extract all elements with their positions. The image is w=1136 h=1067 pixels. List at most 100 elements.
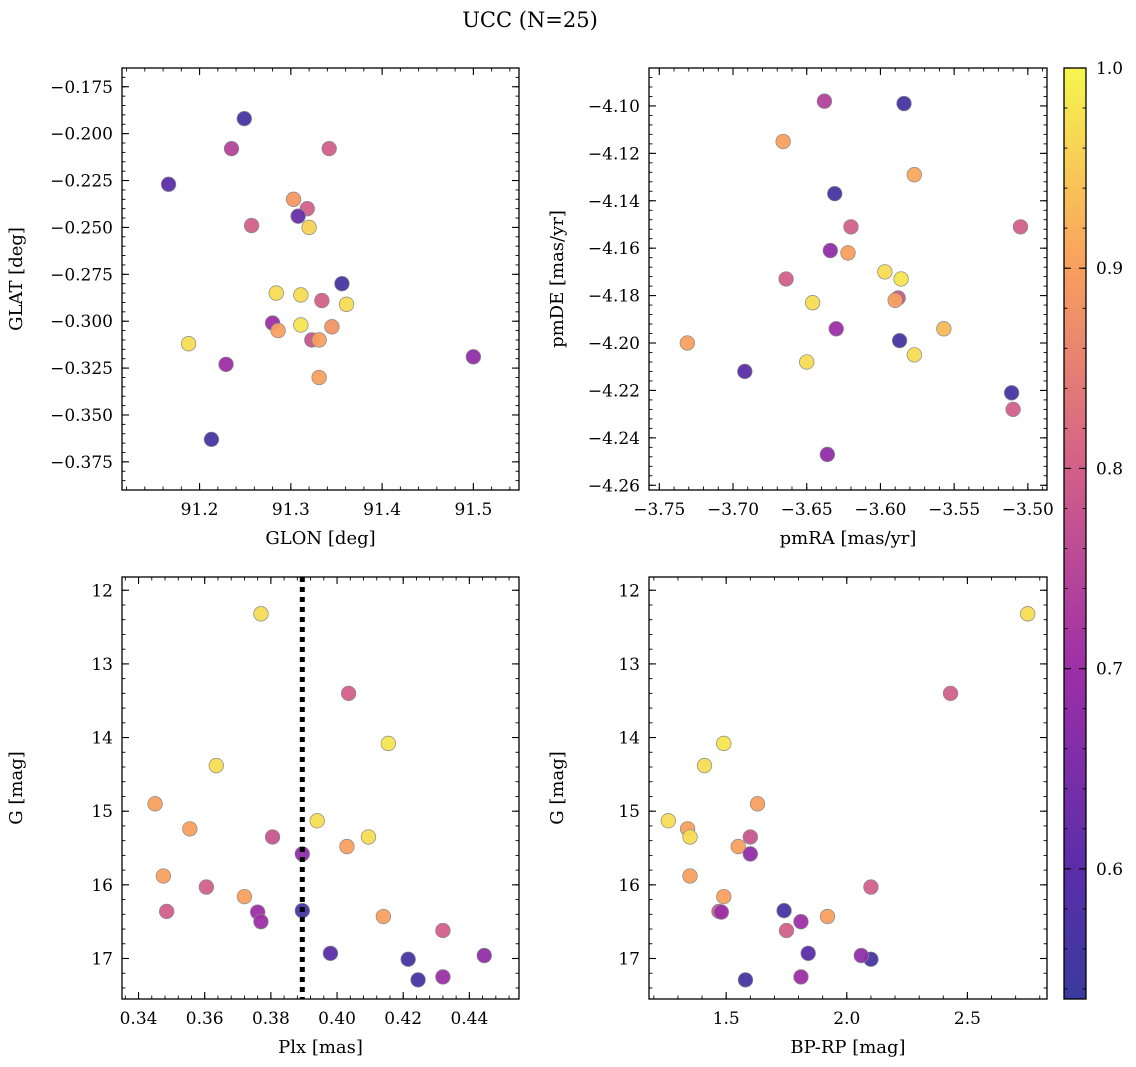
scatter-point bbox=[236, 110, 252, 127]
x-tick-label: −3.55 bbox=[928, 500, 980, 520]
scatter-point bbox=[340, 685, 357, 702]
x-tick-label: 0.44 bbox=[450, 1009, 488, 1029]
scatter-point bbox=[1005, 401, 1021, 418]
scatter-point bbox=[465, 349, 482, 365]
scatter-point bbox=[301, 219, 317, 236]
scatter-point bbox=[321, 140, 337, 157]
scatter-point bbox=[155, 868, 172, 884]
y-tick-label: −4.14 bbox=[588, 192, 640, 212]
axes-frame bbox=[648, 576, 1048, 1000]
y-tick-label: 12 bbox=[618, 581, 640, 601]
x-axis-label: BP-RP [mag] bbox=[790, 1037, 905, 1058]
scatter-point bbox=[198, 879, 215, 895]
axes-frame bbox=[648, 67, 1048, 491]
panel-1: 91.2 91.3 91.4 91.5 −0.175 −0.200 −0.225 −0.250… bbox=[6, 67, 520, 549]
y-tick-label: 15 bbox=[91, 802, 113, 822]
scatter-point bbox=[893, 271, 909, 287]
scatter-point bbox=[696, 757, 713, 774]
scatter-point bbox=[682, 868, 698, 884]
panel-3: 0.34 0.36 0.38 0.40 0.42 0.44 12 13 14 15 16 17 Plx … bbox=[6, 576, 520, 1058]
scatter-point bbox=[730, 838, 746, 855]
scatter-point bbox=[253, 914, 269, 930]
scatter-point bbox=[853, 947, 869, 964]
scatter-point bbox=[311, 332, 327, 348]
x-tick-label: 91.5 bbox=[454, 500, 492, 520]
x-tick-label: 91.2 bbox=[181, 500, 219, 520]
scatter-points bbox=[660, 606, 1036, 988]
scatter-point bbox=[828, 321, 844, 337]
x-axis-label: Plx [mas] bbox=[278, 1037, 363, 1058]
scatter-point bbox=[380, 735, 396, 752]
y-tick-label: −0.175 bbox=[50, 78, 113, 98]
figure-title: UCC (N=25) bbox=[462, 8, 598, 32]
x-axis-label: GLON [deg] bbox=[265, 528, 375, 549]
scatter-point bbox=[887, 292, 903, 308]
colorbar: 0.6 0.7 0.8 0.9 1.0 bbox=[1063, 59, 1123, 1000]
scatter-point bbox=[804, 295, 821, 311]
y-tick-label: −4.10 bbox=[588, 97, 640, 117]
scatter-point bbox=[285, 191, 302, 207]
x-tick-label: 2.0 bbox=[833, 1009, 860, 1029]
x-tick-label: 91.4 bbox=[363, 500, 401, 520]
scatter-point bbox=[270, 322, 286, 339]
x-tick-label: −3.70 bbox=[707, 500, 759, 520]
scatter-point bbox=[253, 606, 269, 622]
colorbar-tick-label: 0.8 bbox=[1096, 459, 1123, 479]
scatter-point bbox=[309, 813, 325, 829]
colorbar-tick-label: 0.6 bbox=[1096, 860, 1123, 880]
scatter-point bbox=[324, 319, 340, 335]
scatter-point bbox=[223, 140, 240, 157]
y-tick-label: 17 bbox=[91, 949, 113, 969]
colorbar-tick-label: 0.9 bbox=[1096, 259, 1123, 279]
axes-frame bbox=[121, 67, 520, 491]
y-axis-label: pmDE [mas/yr] bbox=[547, 210, 568, 348]
y-tick-label: −0.200 bbox=[50, 125, 113, 145]
scatter-point bbox=[203, 431, 220, 448]
y-tick-label: 15 bbox=[618, 802, 640, 822]
scatter-point bbox=[1003, 385, 1020, 401]
scatter-point bbox=[236, 888, 253, 905]
x-tick-label: 0.36 bbox=[186, 1009, 224, 1029]
x-tick-label: 0.38 bbox=[252, 1009, 290, 1029]
scatter-point bbox=[799, 354, 815, 370]
scatter-point bbox=[322, 945, 339, 961]
scatter-point bbox=[819, 908, 836, 925]
x-tick-label: 1.5 bbox=[713, 1009, 740, 1029]
scatter-point bbox=[679, 335, 695, 351]
scatter-point bbox=[906, 347, 922, 363]
scatter-point bbox=[822, 242, 838, 259]
scatter-point bbox=[293, 287, 309, 303]
y-tick-label: 12 bbox=[91, 581, 113, 601]
scatter-point bbox=[160, 176, 177, 192]
scatter-point bbox=[338, 296, 355, 312]
scatter-point bbox=[816, 93, 833, 109]
scatter-point bbox=[775, 133, 791, 150]
y-tick-label: −4.26 bbox=[588, 476, 640, 496]
y-tick-label: −0.350 bbox=[50, 406, 113, 426]
scatter-point bbox=[1020, 606, 1036, 622]
scatter-point bbox=[208, 757, 224, 774]
scatter-point bbox=[290, 208, 306, 224]
scatter-point bbox=[339, 838, 355, 855]
panel-2: −3.75 −3.70 −3.65 −3.60 −3.55 −3.50 −4.10 −4.12… bbox=[547, 67, 1054, 549]
y-tick-label: −0.225 bbox=[50, 172, 113, 192]
scatter-point bbox=[843, 219, 859, 235]
y-tick-label: −4.20 bbox=[588, 334, 640, 354]
scatter-point bbox=[660, 813, 676, 829]
y-tick-label: 13 bbox=[618, 655, 640, 675]
scatter-point bbox=[400, 951, 416, 967]
colorbar-tick-label: 1.0 bbox=[1096, 59, 1123, 79]
y-tick-label: −0.250 bbox=[50, 218, 113, 238]
scatter-point bbox=[800, 945, 816, 961]
scatter-point bbox=[268, 285, 284, 301]
panels: 91.2 91.3 91.4 91.5 −0.175 −0.200 −0.225 −0.250… bbox=[6, 67, 1054, 1058]
x-tick-label: −3.60 bbox=[854, 500, 906, 520]
x-tick-label: 91.3 bbox=[272, 500, 310, 520]
colorbar-tick-label: 0.7 bbox=[1096, 660, 1123, 680]
scatter-point bbox=[778, 922, 795, 939]
panel-4: 1.5 2.0 2.5 12 13 14 15 16 17 BP-RP [mag] G [mag] bbox=[547, 576, 1048, 1058]
y-tick-label: −0.275 bbox=[50, 265, 113, 285]
x-tick-label: 0.34 bbox=[120, 1009, 158, 1029]
y-tick-label: 17 bbox=[618, 949, 640, 969]
scatter-point bbox=[863, 879, 879, 895]
